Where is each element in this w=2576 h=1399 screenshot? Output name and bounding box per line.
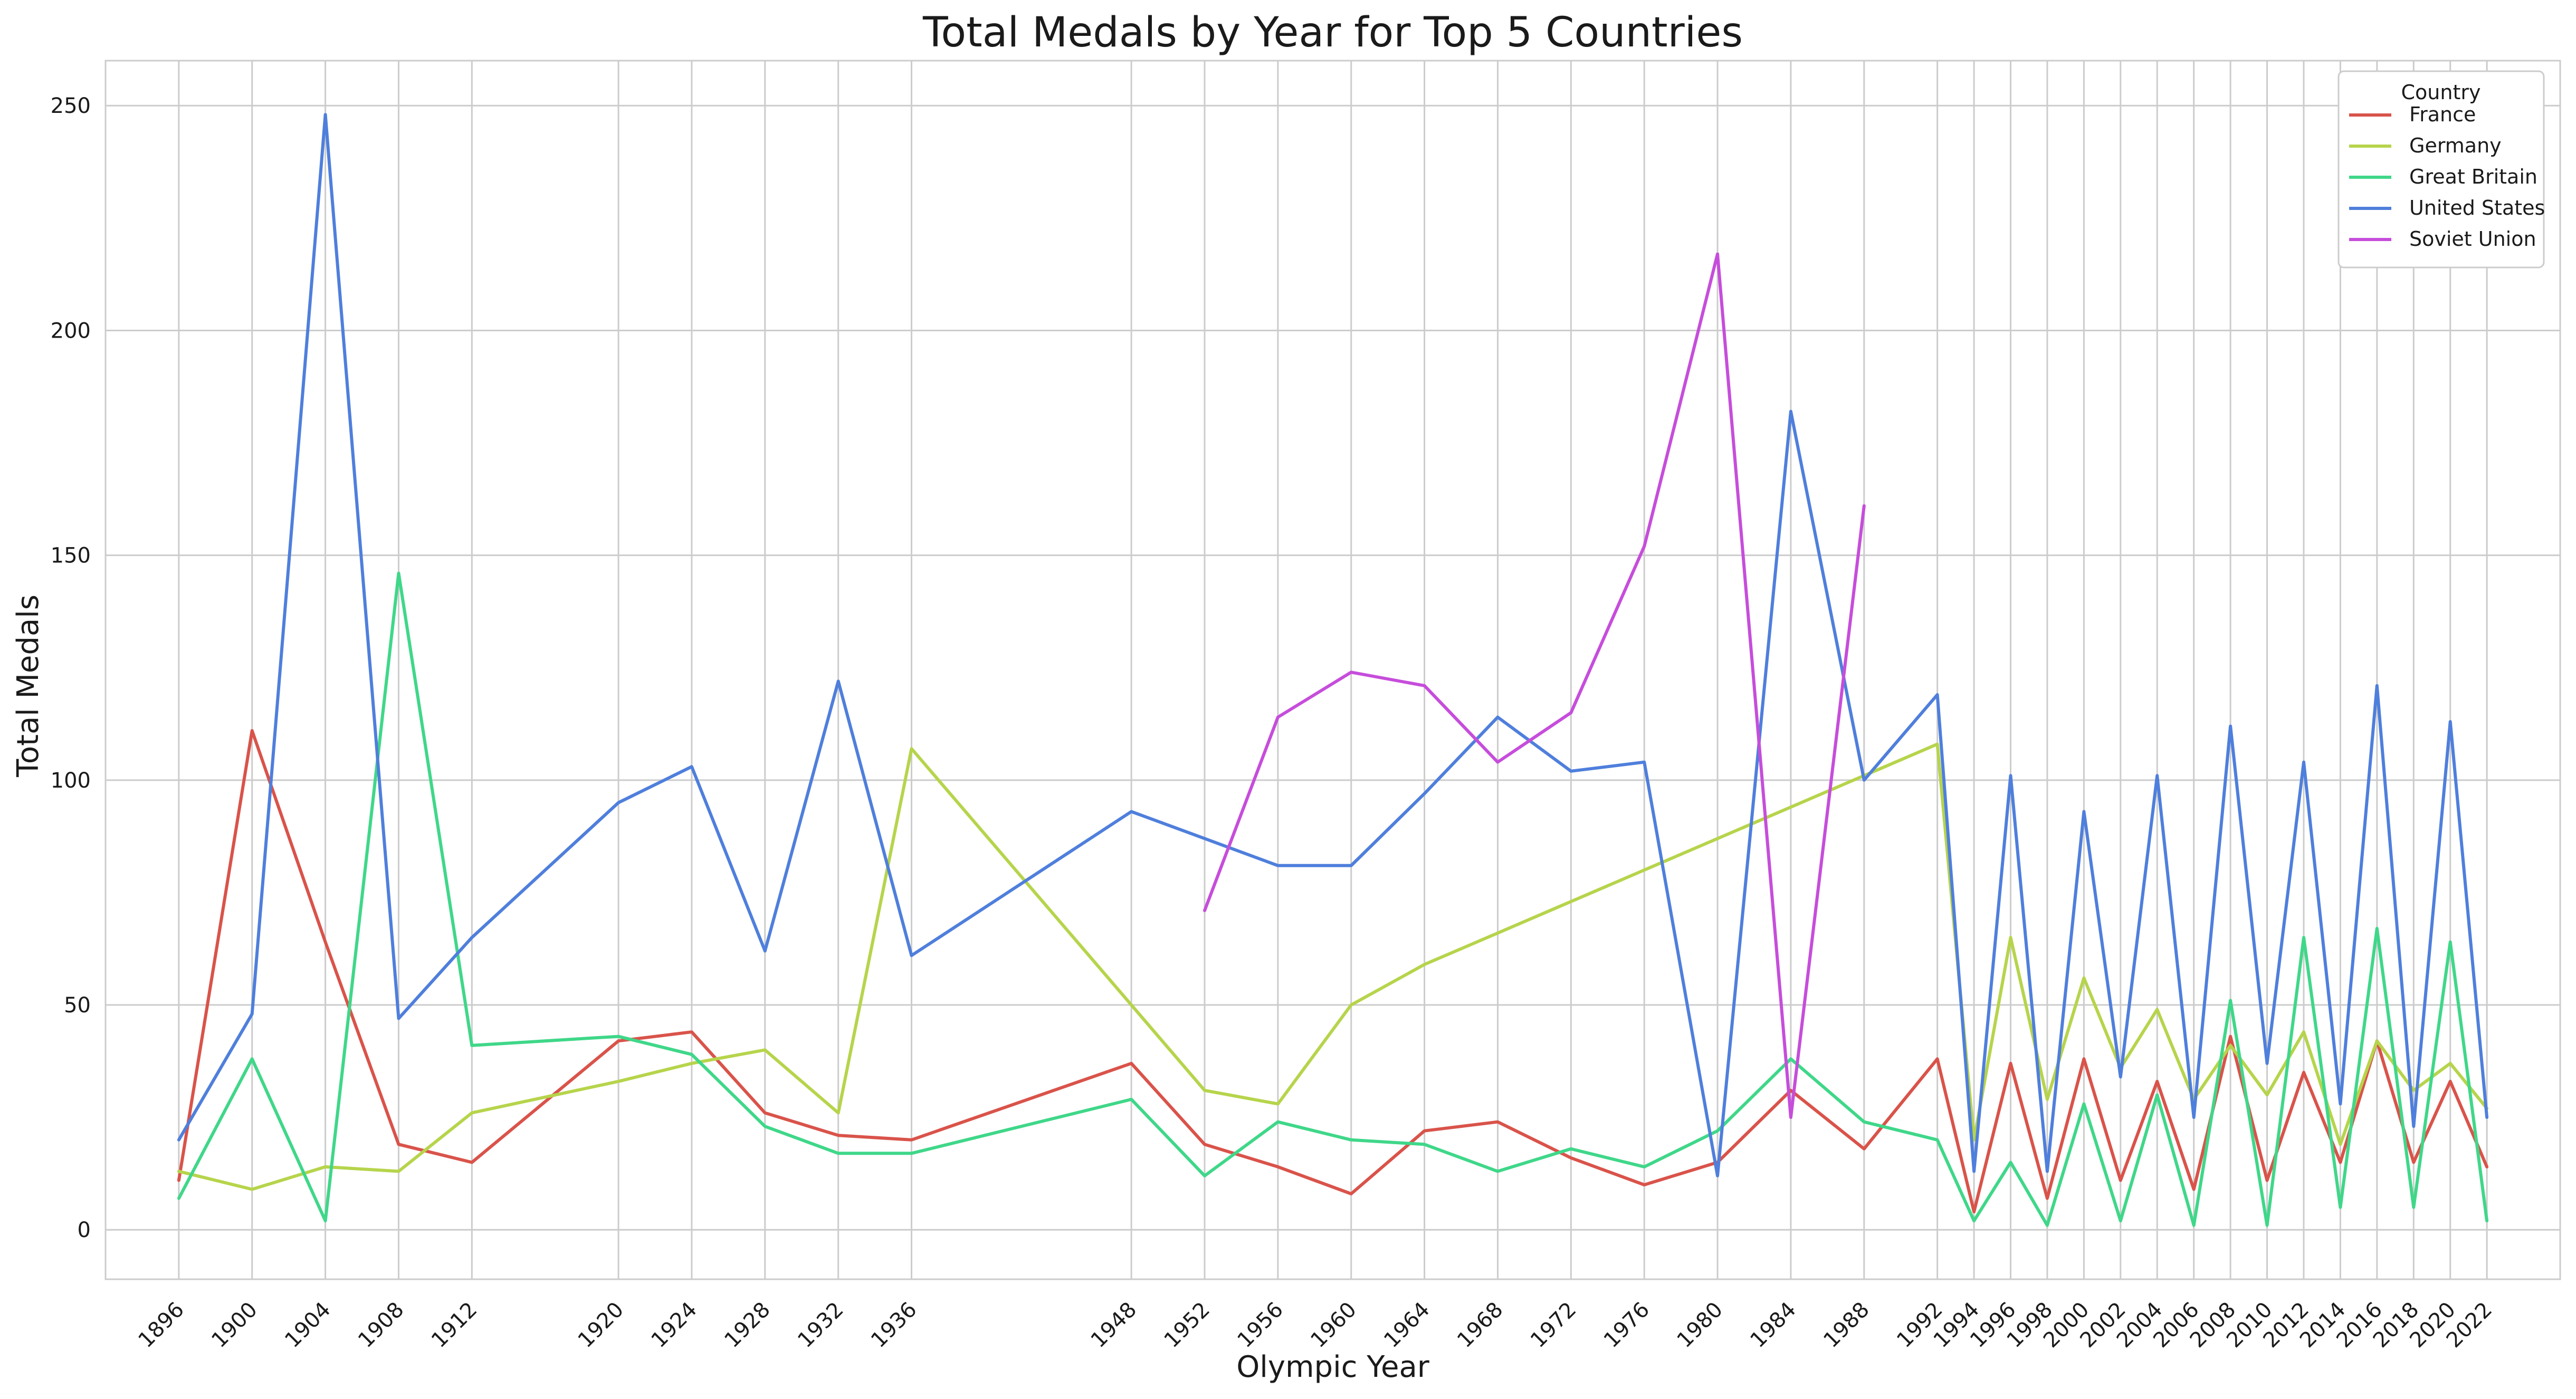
chart-title: Total Medals by Year for Top 5 Countries: [922, 9, 1743, 56]
legend-items: France Germany Great Britain United States S…: [2349, 103, 2545, 251]
y-axis-label: Total Medals: [11, 595, 45, 778]
legend-entry-label: France: [2409, 103, 2476, 126]
y-tick-label: 250: [51, 94, 91, 118]
series-line: [177, 742, 2489, 1191]
series-line: [177, 571, 2489, 1227]
plot-area-frame: [104, 60, 2561, 1280]
series-line: [177, 113, 2489, 1177]
y-tick-label: 0: [78, 1218, 91, 1242]
x-axis-label: Olympic Year: [1236, 1350, 1430, 1384]
y-tick-label: 200: [51, 319, 91, 343]
legend-entry-label: Soviet Union: [2409, 227, 2536, 251]
y-tick-label: 100: [51, 769, 91, 793]
legend[interactable]: Country France Germany Great Britain United…: [2338, 70, 2545, 269]
series-lines: [177, 113, 2489, 1227]
legend-entry-label: Germany: [2409, 134, 2502, 157]
series-line: [1203, 252, 1866, 1119]
legend-entry-label: United States: [2409, 196, 2545, 219]
legend-entry-label: Great Britain: [2409, 165, 2537, 188]
y-tick-label: 150: [51, 544, 91, 568]
legend-title: Country: [2401, 81, 2481, 104]
y-tick-label: 50: [64, 993, 91, 1018]
legend-box: [2338, 70, 2545, 269]
